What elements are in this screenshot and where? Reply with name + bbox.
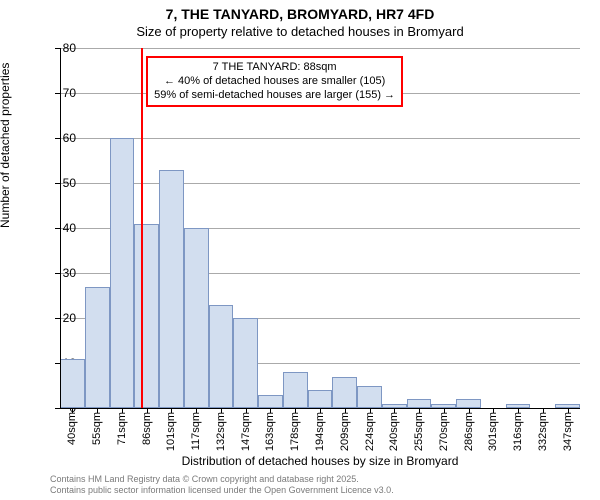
x-tick-label: 286sqm [463,412,475,451]
histogram-bar [407,399,432,408]
histogram-bar [110,138,135,408]
x-tick-label: 101sqm [165,412,177,451]
histogram-bar [159,170,184,409]
y-tick-label: 50 [46,176,76,190]
gridline [60,138,580,139]
x-tick-label: 117sqm [190,412,202,450]
reference-marker-line [141,48,143,408]
chart-title-main: 7, THE TANYARD, BROMYARD, HR7 4FD [0,6,600,22]
x-axis-line [60,408,580,409]
callout-line: 59% of semi-detached houses are larger (… [154,89,395,103]
histogram-bar [233,318,258,408]
x-tick-label: 240sqm [388,412,400,451]
y-tick-label: 70 [46,86,76,100]
chart-title-sub: Size of property relative to detached ho… [0,24,600,39]
x-tick-label: 163sqm [264,412,276,451]
x-tick-label: 255sqm [413,412,425,451]
x-tick-label: 147sqm [240,412,252,451]
y-axis-label: Number of detached properties [0,63,12,228]
histogram-bar [308,390,333,408]
y-tick-label: 40 [46,221,76,235]
y-tick-label: 80 [46,41,76,55]
x-tick-label: 86sqm [141,412,153,445]
histogram-bar [60,359,85,409]
x-tick-label: 301sqm [487,412,499,451]
histogram-bar [258,395,283,409]
x-tick-label: 332sqm [537,412,549,451]
callout-line: ← 40% of detached houses are smaller (10… [154,75,395,89]
footnote-line-2: Contains public sector information licen… [50,485,590,496]
x-tick-label: 316sqm [512,412,524,451]
x-tick-label: 209sqm [339,412,351,451]
histogram-bar [456,399,481,408]
y-axis-line [60,48,61,408]
chart-root: 7, THE TANYARD, BROMYARD, HR7 4FD Size o… [0,0,600,500]
y-tick-label: 60 [46,131,76,145]
histogram-bar [357,386,382,409]
gridline [60,48,580,49]
histogram-bar [332,377,357,409]
x-tick-label: 71sqm [116,412,128,445]
x-tick-label: 270sqm [438,412,450,451]
histogram-bar [85,287,110,409]
y-tick-label: 30 [46,266,76,280]
histogram-bar [184,228,209,408]
x-tick-label: 132sqm [215,412,227,451]
y-tick-label: 20 [46,311,76,325]
gridline [60,183,580,184]
x-tick-label: 347sqm [562,412,574,451]
histogram-bar [209,305,234,409]
x-tick-label: 40sqm [66,412,78,445]
callout-box: 7 THE TANYARD: 88sqm← 40% of detached ho… [146,56,403,107]
footnote-line-1: Contains HM Land Registry data © Crown c… [50,474,590,485]
footnote: Contains HM Land Registry data © Crown c… [50,474,590,496]
x-tick-label: 194sqm [314,412,326,451]
callout-line: 7 THE TANYARD: 88sqm [154,61,395,75]
histogram-bar [283,372,308,408]
x-tick-label: 224sqm [364,412,376,451]
x-tick-label: 55sqm [91,412,103,445]
x-axis-label: Distribution of detached houses by size … [60,454,580,468]
histogram-bar [134,224,159,409]
x-tick-label: 178sqm [289,412,301,451]
